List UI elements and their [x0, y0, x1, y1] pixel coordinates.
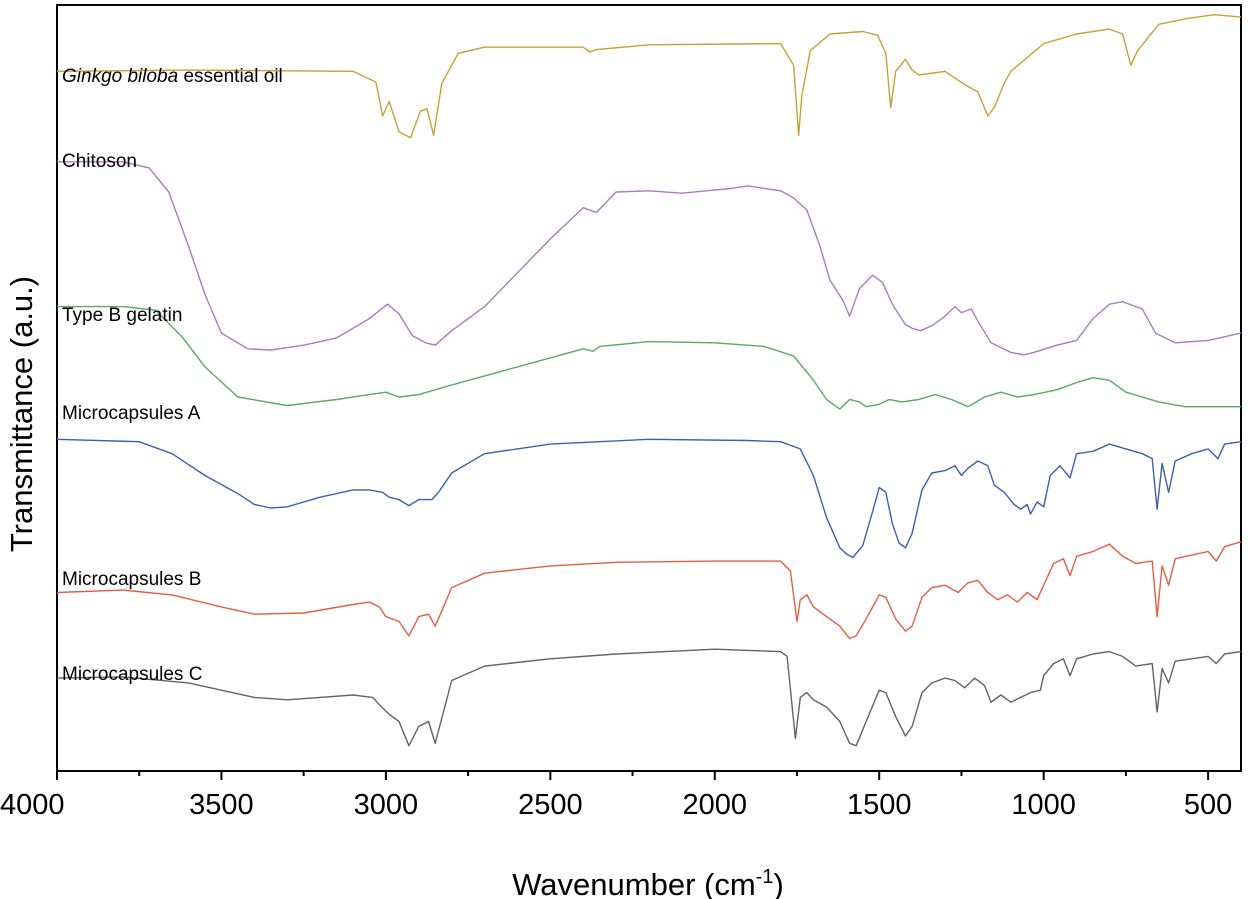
x-tick-label: 4000 [0, 789, 65, 821]
series-line-6 [56, 648, 1242, 747]
plot-border [56, 4, 1242, 772]
x-axis: 4000 3500 3000 2500 2000 1500 1000 500 [0, 771, 1232, 821]
series-label-4: Microcapsules A [62, 403, 201, 424]
series-line-3 [57, 305, 1241, 410]
x-axis-title: Wavenumber (cm-1) [512, 866, 784, 899]
series-label-2: Chitoson [62, 151, 137, 172]
x-tick-label: 3500 [189, 789, 254, 821]
x-axis-title-sup: -1 [756, 866, 774, 888]
x-tick-label: 1000 [1011, 789, 1076, 821]
series-labels: Ginkgo biloba essential oil Chitoson Type … [62, 66, 283, 685]
plot-frame [56, 4, 1242, 772]
series-label-6: Microcapsules C [62, 664, 202, 685]
x-tick-label: 2000 [683, 789, 748, 821]
x-tick-label: 1500 [847, 789, 912, 821]
series-label-3: Type B gelatin [62, 305, 182, 326]
series-line-5 [56, 541, 1242, 639]
series-line-4 [56, 438, 1242, 559]
series-group [56, 14, 1242, 747]
series-line-1 [56, 14, 1242, 139]
x-axis-title-close: ) [773, 867, 783, 899]
series-label-1: Ginkgo biloba essential oil [62, 66, 283, 87]
y-axis-title: Transmittance (a.u.) [4, 276, 39, 552]
series-line-2 [57, 161, 1242, 356]
x-tick-label: 3000 [354, 789, 419, 821]
series-label-5: Microcapsules B [62, 569, 201, 590]
x-axis-title-main: Wavenumber (cm [512, 867, 755, 899]
x-tick-label: 2500 [518, 789, 583, 821]
x-tick-label: 500 [1184, 789, 1232, 821]
